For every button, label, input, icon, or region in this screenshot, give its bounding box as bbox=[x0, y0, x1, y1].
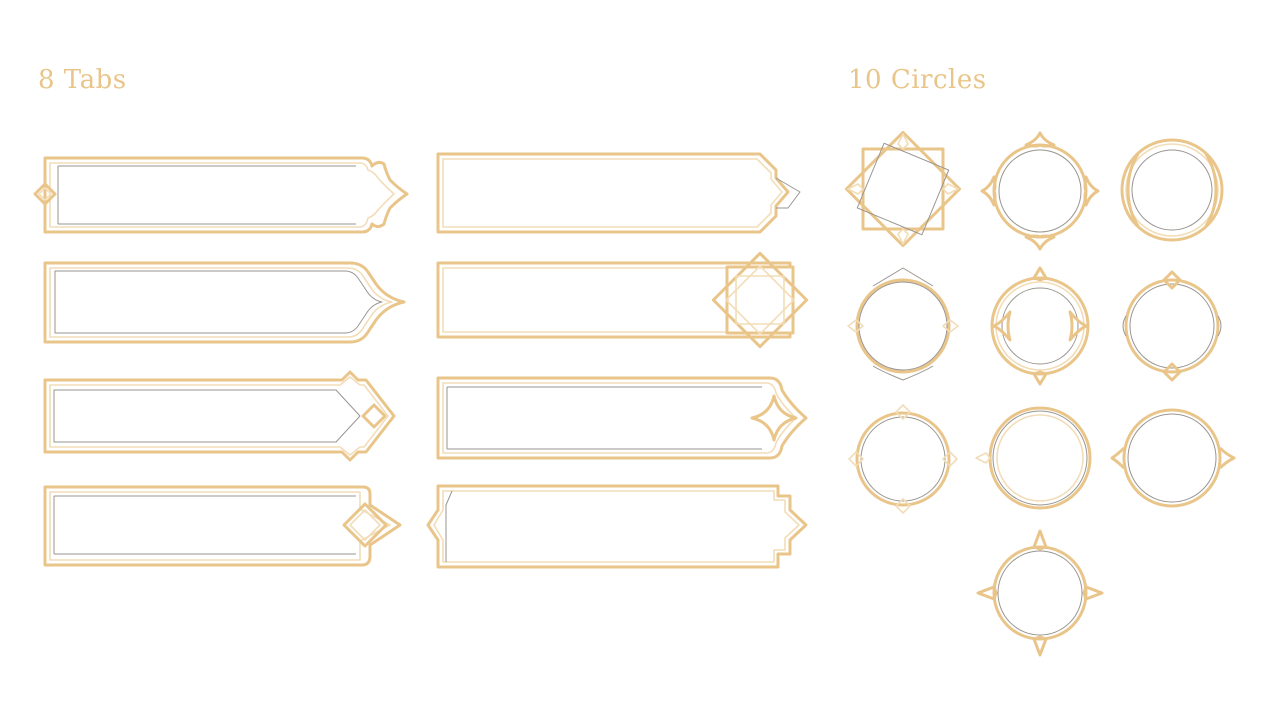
circle-frame-9 bbox=[1110, 408, 1236, 508]
circle-frame-4 bbox=[847, 267, 959, 381]
tab-frame-3 bbox=[43, 261, 406, 344]
tab-frame-2 bbox=[436, 152, 801, 234]
tab-frame-5 bbox=[43, 370, 396, 462]
circle-frame-5 bbox=[990, 266, 1090, 386]
tab-frame-7 bbox=[43, 485, 402, 567]
circle-frame-1 bbox=[844, 130, 962, 248]
circle-frame-7 bbox=[848, 404, 958, 514]
circle-frame-2 bbox=[980, 131, 1100, 251]
tab-frame-4 bbox=[436, 251, 809, 349]
circle-frame-8 bbox=[975, 406, 1092, 510]
circle-frame-6 bbox=[1122, 270, 1222, 382]
circle-frame-3 bbox=[1120, 138, 1224, 242]
tab-frame-6 bbox=[436, 376, 808, 460]
tab-frame-8 bbox=[426, 484, 808, 569]
tab-frame-1 bbox=[33, 156, 409, 234]
tabs-heading: 8 Tabs bbox=[38, 65, 127, 95]
circles-heading: 10 Circles bbox=[848, 65, 987, 95]
circle-frame-10 bbox=[976, 529, 1104, 657]
